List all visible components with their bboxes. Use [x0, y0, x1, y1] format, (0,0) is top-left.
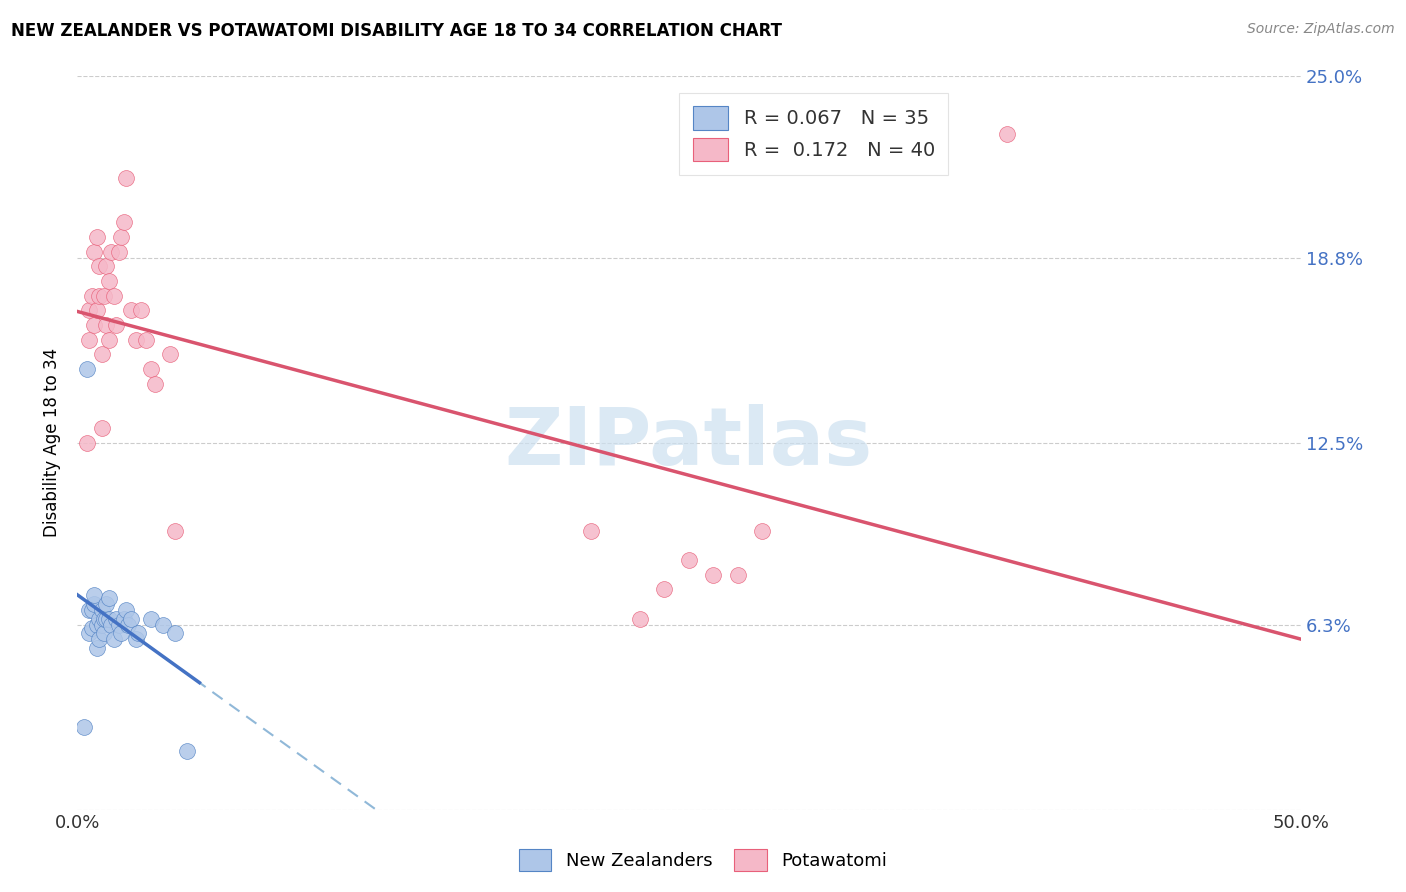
Point — [125, 632, 148, 647]
Point — [105, 318, 128, 332]
Point — [97, 612, 120, 626]
Point — [152, 617, 174, 632]
Point — [86, 641, 108, 656]
Point — [87, 632, 110, 647]
Point — [96, 612, 118, 626]
Point — [97, 333, 120, 347]
Point — [115, 171, 138, 186]
Point — [83, 318, 105, 332]
Point — [115, 603, 138, 617]
Point — [80, 620, 103, 634]
Point — [107, 617, 129, 632]
Point — [103, 632, 125, 647]
Point — [97, 591, 120, 606]
Point — [176, 744, 198, 758]
Point — [100, 617, 122, 632]
Point — [125, 333, 148, 347]
Point — [654, 582, 676, 597]
Point — [93, 289, 115, 303]
Point — [76, 435, 98, 450]
Point — [105, 612, 128, 626]
Point — [100, 244, 122, 259]
Point — [110, 626, 132, 640]
Point — [90, 617, 112, 632]
Point — [702, 567, 724, 582]
Point — [163, 626, 186, 640]
Point — [628, 612, 651, 626]
Point — [73, 720, 96, 734]
Point — [107, 244, 129, 259]
Point — [110, 230, 132, 244]
Point — [120, 303, 142, 318]
Y-axis label: Disability Age 18 to 34: Disability Age 18 to 34 — [44, 348, 60, 537]
Point — [103, 289, 125, 303]
Point — [579, 524, 602, 538]
Point — [86, 303, 108, 318]
Point — [79, 333, 101, 347]
Point — [96, 318, 118, 332]
Point — [80, 289, 103, 303]
Point — [751, 524, 773, 538]
Point — [96, 260, 118, 274]
Point — [83, 597, 105, 611]
Point — [90, 347, 112, 361]
Point — [139, 612, 162, 626]
Point — [86, 230, 108, 244]
Point — [87, 612, 110, 626]
Point — [120, 612, 142, 626]
Point — [79, 603, 101, 617]
Point — [995, 127, 1018, 141]
Point — [79, 626, 101, 640]
Point — [83, 588, 105, 602]
Point — [93, 626, 115, 640]
Legend: R = 0.067   N = 35, R =  0.172   N = 40: R = 0.067 N = 35, R = 0.172 N = 40 — [679, 93, 949, 175]
Point — [87, 289, 110, 303]
Point — [76, 362, 98, 376]
Text: NEW ZEALANDER VS POTAWATOMI DISABILITY AGE 18 TO 34 CORRELATION CHART: NEW ZEALANDER VS POTAWATOMI DISABILITY A… — [11, 22, 782, 40]
Point — [139, 362, 162, 376]
Point — [159, 347, 181, 361]
Point — [93, 612, 115, 626]
Point — [117, 617, 139, 632]
Point — [145, 376, 167, 391]
Point — [112, 215, 135, 229]
Point — [90, 421, 112, 435]
Point — [112, 612, 135, 626]
Point — [127, 626, 149, 640]
Point — [90, 603, 112, 617]
Point — [79, 303, 101, 318]
Point — [97, 274, 120, 288]
Point — [80, 603, 103, 617]
Legend: New Zealanders, Potawatomi: New Zealanders, Potawatomi — [512, 842, 894, 879]
Text: ZIPatlas: ZIPatlas — [505, 403, 873, 482]
Point — [727, 567, 749, 582]
Point — [163, 524, 186, 538]
Point — [135, 333, 157, 347]
Point — [83, 244, 105, 259]
Point — [86, 617, 108, 632]
Point — [87, 260, 110, 274]
Point — [96, 597, 118, 611]
Point — [129, 303, 152, 318]
Point — [678, 553, 700, 567]
Text: Source: ZipAtlas.com: Source: ZipAtlas.com — [1247, 22, 1395, 37]
